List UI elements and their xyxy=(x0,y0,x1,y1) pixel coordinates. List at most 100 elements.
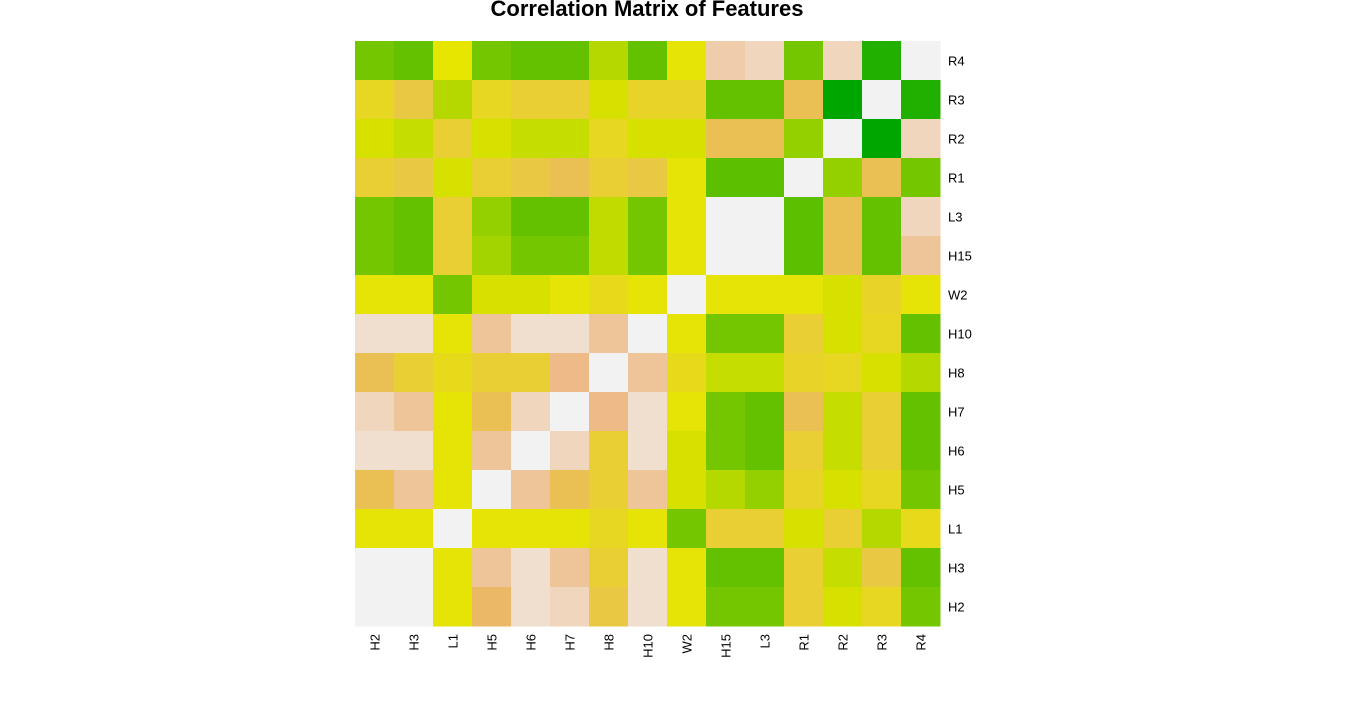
heatmap-cell-L1-R3 xyxy=(862,509,902,549)
heatmap-cell-H6-L3 xyxy=(745,431,785,471)
heatmap-cell-H8-R2 xyxy=(823,353,863,393)
heatmap-cell-H5-H3 xyxy=(394,470,434,510)
heatmap-cell-R2-H15 xyxy=(706,119,746,159)
heatmap-cell-R4-L1 xyxy=(433,41,473,81)
heatmap-cell-R1-H5 xyxy=(472,158,512,198)
heatmap-cell-H8-H2 xyxy=(355,353,395,393)
heatmap-cell-W2-R3 xyxy=(862,275,902,315)
y-tick-label: H8 xyxy=(948,366,965,381)
heatmap-cell-H3-H8 xyxy=(589,548,629,588)
heatmap-cell-H3-H15 xyxy=(706,548,746,588)
y-tick-label: R1 xyxy=(948,171,965,186)
y-tick-label: H5 xyxy=(948,483,965,498)
y-tick-label: L3 xyxy=(948,210,962,225)
heatmap-cell-H7-H10 xyxy=(628,392,668,432)
x-tick-label: R1 xyxy=(797,634,812,651)
heatmap-cell-R1-H2 xyxy=(355,158,395,198)
heatmap-cell-R1-H3 xyxy=(394,158,434,198)
heatmap-cell-H10-H15 xyxy=(706,314,746,354)
heatmap-cell-L1-R2 xyxy=(823,509,863,549)
heatmap-cell-W2-H15 xyxy=(706,275,746,315)
heatmap-cell-H10-H6 xyxy=(511,314,551,354)
heatmap-cell-R1-H8 xyxy=(589,158,629,198)
heatmap-cell-H7-H15 xyxy=(706,392,746,432)
heatmap-cell-L1-H8 xyxy=(589,509,629,549)
heatmap-cell-L3-H15 xyxy=(706,197,746,237)
heatmap-cell-R3-W2 xyxy=(667,80,707,120)
heatmap-cell-R1-H7 xyxy=(550,158,590,198)
heatmap-cell-H3-R2 xyxy=(823,548,863,588)
heatmap-cell-H2-L1 xyxy=(433,587,473,627)
heatmap-cell-H2-R3 xyxy=(862,587,902,627)
y-tick-label: W2 xyxy=(948,288,968,303)
heatmap-cell-H10-R2 xyxy=(823,314,863,354)
heatmap-cell-R1-H6 xyxy=(511,158,551,198)
y-tick-label: L1 xyxy=(948,522,962,537)
heatmap-cell-H5-R3 xyxy=(862,470,902,510)
heatmap-cell-L3-L3 xyxy=(745,197,785,237)
heatmap-cell-H3-H7 xyxy=(550,548,590,588)
heatmap-cell-H3-R1 xyxy=(784,548,824,588)
x-tick-label: R4 xyxy=(914,634,929,651)
heatmap-cell-R3-H15 xyxy=(706,80,746,120)
y-tick-label: R2 xyxy=(948,132,965,147)
heatmap-cell-R4-H3 xyxy=(394,41,434,81)
heatmap-cell-R2-R4 xyxy=(901,119,941,159)
heatmap-cell-R2-H3 xyxy=(394,119,434,159)
heatmap-cell-L1-H10 xyxy=(628,509,668,549)
heatmap-cell-L1-H15 xyxy=(706,509,746,549)
x-tick-label: H6 xyxy=(524,634,539,651)
heatmap-cell-H2-H5 xyxy=(472,587,512,627)
heatmap-cell-R1-R3 xyxy=(862,158,902,198)
heatmap-cell-R2-R1 xyxy=(784,119,824,159)
heatmap-cell-L3-W2 xyxy=(667,197,707,237)
heatmap-cell-H6-H15 xyxy=(706,431,746,471)
heatmap-cell-H7-R3 xyxy=(862,392,902,432)
x-tick-label: R2 xyxy=(836,634,851,651)
heatmap-cell-R1-R2 xyxy=(823,158,863,198)
heatmap-cell-H8-R3 xyxy=(862,353,902,393)
heatmap-cell-R4-H15 xyxy=(706,41,746,81)
heatmap-cell-R3-H3 xyxy=(394,80,434,120)
heatmap-cell-H10-H3 xyxy=(394,314,434,354)
heatmap-cell-R4-H8 xyxy=(589,41,629,81)
x-tick-label: W2 xyxy=(680,634,695,654)
heatmap-cell-H8-R4 xyxy=(901,353,941,393)
heatmap-cell-R4-R3 xyxy=(862,41,902,81)
heatmap-cell-R1-H15 xyxy=(706,158,746,198)
heatmap-cell-H3-H3 xyxy=(394,548,434,588)
heatmap-cell-H10-H8 xyxy=(589,314,629,354)
heatmap-cell-R1-R1 xyxy=(784,158,824,198)
heatmap-cell-R2-H2 xyxy=(355,119,395,159)
heatmap-cell-H10-H7 xyxy=(550,314,590,354)
x-tick-label: H10 xyxy=(641,634,656,658)
heatmap-cell-H5-R4 xyxy=(901,470,941,510)
y-axis-labels: R4 R3 R2 R1 L3 H15 W2 H10 H8 H7 H6 H5 L1 H3 H2 xyxy=(948,54,972,615)
heatmap-cell-R4-H7 xyxy=(550,41,590,81)
heatmap-cell-H7-H5 xyxy=(472,392,512,432)
heatmap-cell-H7-R4 xyxy=(901,392,941,432)
heatmap-cell-H15-H6 xyxy=(511,236,551,276)
heatmap-cell-W2-H2 xyxy=(355,275,395,315)
heatmap-cell-R3-R2 xyxy=(823,80,863,120)
heatmap-cell-L3-R2 xyxy=(823,197,863,237)
y-tick-label: H10 xyxy=(948,327,972,342)
heatmap-cell-H5-H10 xyxy=(628,470,668,510)
heatmap-cell-H2-H8 xyxy=(589,587,629,627)
heatmap-cell-H10-H2 xyxy=(355,314,395,354)
heatmap-cell-H8-H8 xyxy=(589,353,629,393)
heatmap-cell-R4-H6 xyxy=(511,41,551,81)
heatmap-cell-H7-L1 xyxy=(433,392,473,432)
heatmap-cell-R3-H8 xyxy=(589,80,629,120)
heatmap-cell-H15-W2 xyxy=(667,236,707,276)
heatmap-cell-H2-H3 xyxy=(394,587,434,627)
heatmap-cell-L1-L1 xyxy=(433,509,473,549)
heatmap-cell-H2-R2 xyxy=(823,587,863,627)
heatmap-cell-H7-L3 xyxy=(745,392,785,432)
heatmap-cell-H3-R3 xyxy=(862,548,902,588)
heatmap-cell-L1-H5 xyxy=(472,509,512,549)
heatmap-cell-R2-L1 xyxy=(433,119,473,159)
heatmap-cell-H3-H10 xyxy=(628,548,668,588)
heatmap-cell-H2-R4 xyxy=(901,587,941,627)
